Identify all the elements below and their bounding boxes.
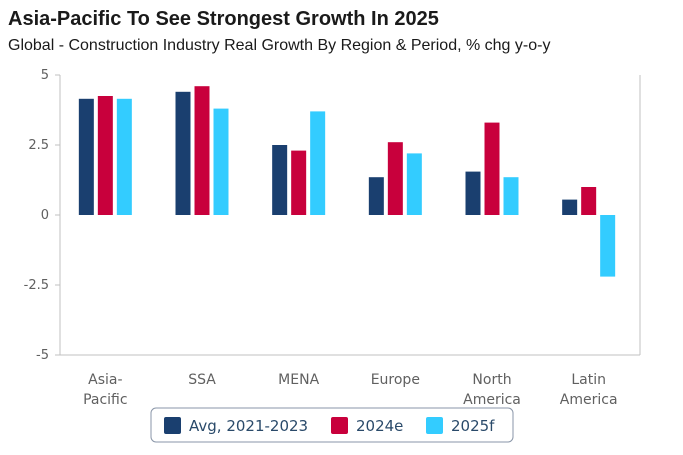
x-category-label: Asia- xyxy=(88,372,122,388)
x-category-label: North xyxy=(472,372,511,388)
chart-subtitle: Global - Construction Industry Real Grow… xyxy=(8,37,551,54)
legend-label[interactable]: 2024e xyxy=(356,417,403,435)
legend-swatch[interactable] xyxy=(164,417,181,434)
bar[interactable] xyxy=(291,150,307,215)
bar[interactable] xyxy=(406,153,422,215)
bar[interactable] xyxy=(387,142,403,215)
x-category-label: MENA xyxy=(278,372,319,388)
bar[interactable] xyxy=(503,177,519,215)
bar[interactable] xyxy=(465,171,481,215)
legend-swatch[interactable] xyxy=(426,417,443,434)
y-tick-label: 2.5 xyxy=(28,138,49,153)
y-tick-label: -2.5 xyxy=(24,278,49,293)
x-category-label: America xyxy=(560,392,618,408)
bar[interactable] xyxy=(562,199,578,215)
legend-swatch[interactable] xyxy=(331,417,348,434)
y-tick-label: 0 xyxy=(41,208,49,223)
x-category-label: Latin xyxy=(571,372,606,388)
bar[interactable] xyxy=(175,91,191,215)
bar[interactable] xyxy=(213,108,229,215)
bar[interactable] xyxy=(600,215,616,277)
bar[interactable] xyxy=(484,122,500,215)
bar[interactable] xyxy=(116,98,132,215)
legend-label[interactable]: Avg, 2021-2023 xyxy=(189,417,308,435)
bar[interactable] xyxy=(272,145,288,215)
chart-title: Asia-Pacific To See Strongest Growth In … xyxy=(8,8,439,30)
bar[interactable] xyxy=(194,86,210,215)
bar[interactable] xyxy=(97,96,113,215)
x-category-label: Pacific xyxy=(83,392,128,408)
y-tick-label: 5 xyxy=(41,68,49,83)
bar[interactable] xyxy=(310,111,326,215)
legend-label[interactable]: 2025f xyxy=(451,417,495,435)
x-category-label: SSA xyxy=(188,372,216,388)
x-category-label: America xyxy=(463,392,521,408)
y-tick-label: -5 xyxy=(36,348,49,363)
bar[interactable] xyxy=(581,187,597,215)
bar[interactable] xyxy=(368,177,384,215)
x-category-label: Europe xyxy=(371,372,420,388)
bar[interactable] xyxy=(78,98,94,215)
